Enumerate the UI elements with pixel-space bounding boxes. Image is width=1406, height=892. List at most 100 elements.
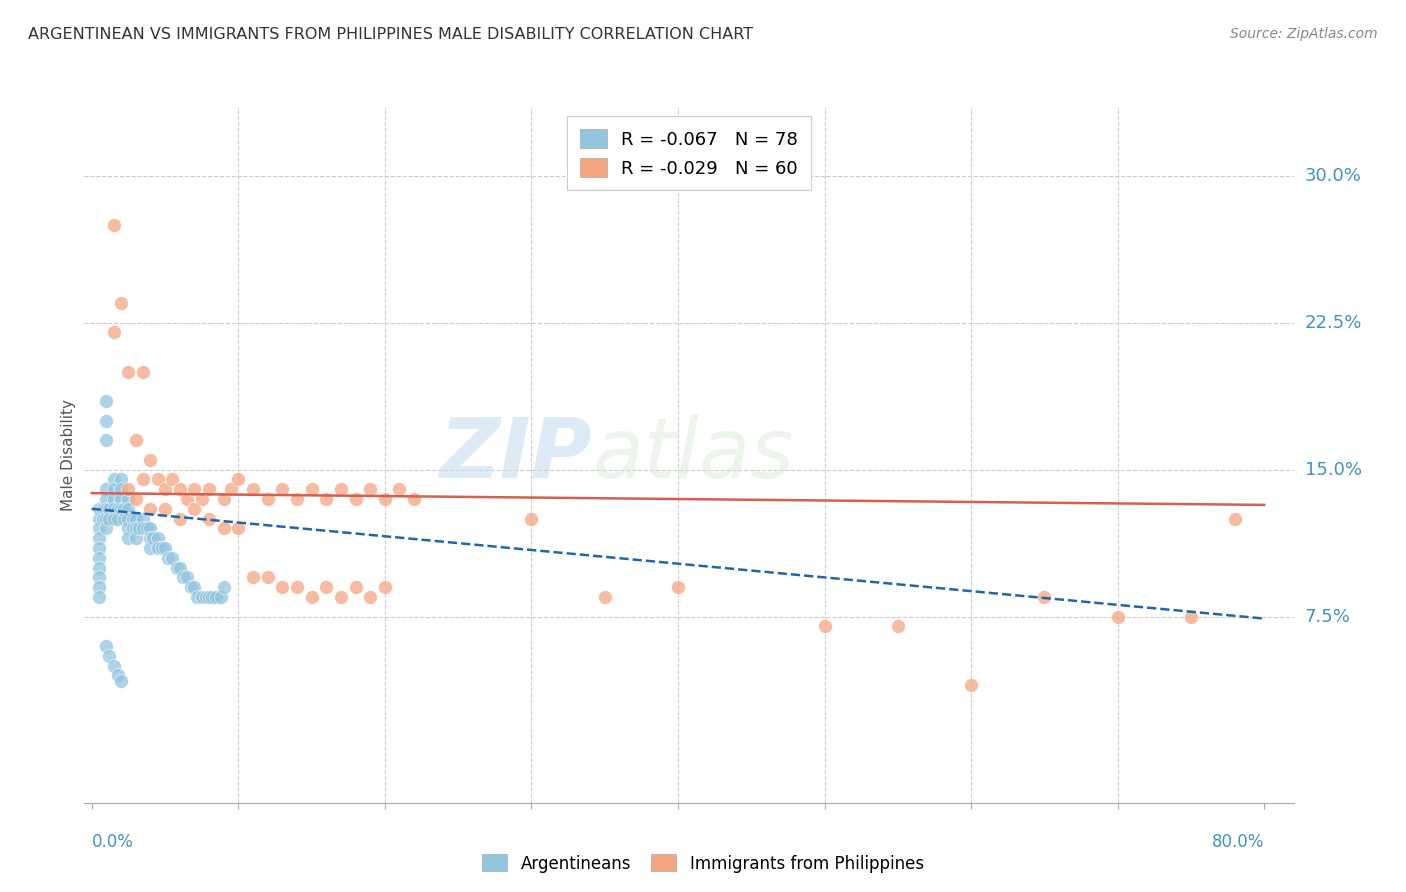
Point bbox=[103, 658, 125, 673]
Point bbox=[887, 619, 910, 633]
Point bbox=[87, 590, 110, 604]
Point bbox=[329, 482, 352, 496]
Point bbox=[176, 570, 198, 584]
Point bbox=[301, 590, 323, 604]
Point bbox=[139, 521, 162, 535]
Point bbox=[103, 491, 125, 506]
Point bbox=[117, 491, 139, 506]
Point bbox=[329, 590, 352, 604]
Point bbox=[117, 501, 139, 516]
Point bbox=[359, 590, 381, 604]
Point bbox=[1180, 609, 1202, 624]
Point bbox=[172, 570, 194, 584]
Point bbox=[180, 580, 202, 594]
Point bbox=[98, 511, 121, 525]
Point bbox=[183, 482, 205, 496]
Point bbox=[93, 501, 115, 516]
Point bbox=[219, 482, 242, 496]
Point bbox=[87, 541, 110, 555]
Point bbox=[1107, 609, 1129, 624]
Point bbox=[1033, 590, 1056, 604]
Point bbox=[315, 580, 337, 594]
Point bbox=[198, 511, 221, 525]
Point bbox=[139, 541, 162, 555]
Point bbox=[132, 472, 155, 486]
Point bbox=[176, 491, 198, 506]
Point bbox=[344, 580, 367, 594]
Point bbox=[124, 521, 146, 535]
Point bbox=[110, 482, 132, 496]
Text: atlas: atlas bbox=[592, 415, 794, 495]
Point bbox=[139, 531, 162, 545]
Point bbox=[110, 501, 132, 516]
Point bbox=[124, 434, 146, 448]
Point bbox=[93, 511, 115, 525]
Y-axis label: Male Disability: Male Disability bbox=[60, 399, 76, 511]
Text: ZIP: ZIP bbox=[440, 415, 592, 495]
Point bbox=[404, 491, 426, 506]
Point bbox=[593, 590, 616, 604]
Point bbox=[107, 668, 129, 682]
Point bbox=[98, 648, 121, 663]
Point bbox=[146, 531, 169, 545]
Point bbox=[87, 570, 110, 584]
Point bbox=[226, 521, 249, 535]
Point bbox=[128, 521, 150, 535]
Point bbox=[205, 590, 228, 604]
Point bbox=[198, 590, 221, 604]
Point bbox=[112, 511, 135, 525]
Legend: R = -0.067   N = 78, R = -0.029   N = 60: R = -0.067 N = 78, R = -0.029 N = 60 bbox=[567, 116, 811, 190]
Text: 15.0%: 15.0% bbox=[1305, 460, 1361, 479]
Point bbox=[256, 570, 278, 584]
Point bbox=[209, 590, 232, 604]
Point bbox=[226, 472, 249, 486]
Text: 80.0%: 80.0% bbox=[1212, 833, 1264, 851]
Point bbox=[271, 482, 294, 496]
Point bbox=[150, 541, 173, 555]
Point bbox=[142, 531, 165, 545]
Point bbox=[146, 541, 169, 555]
Point bbox=[117, 482, 139, 496]
Point bbox=[315, 491, 337, 506]
Point bbox=[169, 482, 191, 496]
Point bbox=[103, 511, 125, 525]
Point bbox=[117, 365, 139, 379]
Point bbox=[96, 501, 118, 516]
Point bbox=[359, 482, 381, 496]
Point bbox=[132, 521, 155, 535]
Point bbox=[117, 521, 139, 535]
Point bbox=[103, 472, 125, 486]
Point bbox=[96, 434, 118, 448]
Point bbox=[1223, 511, 1246, 525]
Point bbox=[96, 521, 118, 535]
Text: 7.5%: 7.5% bbox=[1305, 607, 1351, 625]
Legend: Argentineans, Immigrants from Philippines: Argentineans, Immigrants from Philippine… bbox=[475, 847, 931, 880]
Point bbox=[183, 580, 205, 594]
Point bbox=[87, 501, 110, 516]
Text: 22.5%: 22.5% bbox=[1305, 314, 1362, 332]
Point bbox=[96, 482, 118, 496]
Point bbox=[96, 491, 118, 506]
Point bbox=[124, 511, 146, 525]
Point bbox=[186, 590, 208, 604]
Point bbox=[124, 491, 146, 506]
Point bbox=[162, 472, 184, 486]
Point bbox=[271, 580, 294, 594]
Point bbox=[87, 511, 110, 525]
Point bbox=[121, 511, 143, 525]
Point bbox=[156, 550, 179, 565]
Point bbox=[103, 218, 125, 232]
Point bbox=[374, 580, 396, 594]
Point bbox=[110, 491, 132, 506]
Point bbox=[212, 491, 235, 506]
Text: ARGENTINEAN VS IMMIGRANTS FROM PHILIPPINES MALE DISABILITY CORRELATION CHART: ARGENTINEAN VS IMMIGRANTS FROM PHILIPPIN… bbox=[28, 27, 754, 42]
Point bbox=[301, 482, 323, 496]
Point bbox=[96, 394, 118, 409]
Point bbox=[201, 590, 224, 604]
Point bbox=[169, 560, 191, 574]
Point bbox=[107, 501, 129, 516]
Point bbox=[153, 501, 176, 516]
Point bbox=[256, 491, 278, 506]
Point bbox=[124, 531, 146, 545]
Point bbox=[388, 482, 411, 496]
